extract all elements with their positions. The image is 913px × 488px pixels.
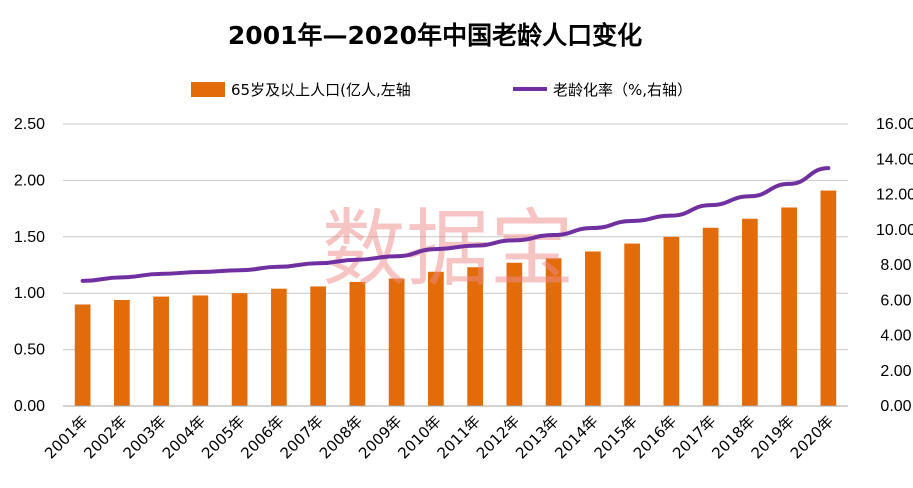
x-tick-label: 2008年	[316, 412, 366, 462]
bar	[467, 267, 483, 406]
x-tick-label: 2012年	[473, 412, 523, 462]
bar	[820, 190, 837, 406]
bar	[428, 271, 444, 406]
bar	[114, 299, 130, 406]
x-tick-label: 2003年	[120, 412, 170, 462]
bar	[781, 207, 797, 406]
legend-bar-swatch	[191, 82, 225, 97]
left-tick-label: 2.50	[14, 116, 45, 133]
x-tick-label: 2001年	[41, 412, 91, 462]
right-axis-ticks: 0.00 2.00 4.00 6.00 8.00 10.00 12.00 14.00 16.00	[876, 116, 913, 415]
bar	[153, 296, 169, 406]
right-tick-label: 16.00	[876, 116, 913, 133]
x-tick-label: 2015年	[591, 412, 641, 462]
x-tick-label: 2013年	[512, 412, 562, 462]
bar	[702, 227, 719, 406]
x-tick-label: 2017年	[669, 412, 719, 462]
x-tick-label: 2007年	[277, 412, 327, 462]
right-tick-label: 8.00	[880, 257, 911, 274]
bar	[585, 251, 601, 406]
left-axis-ticks: 0.00 0.50 1.00 1.50 2.00 2.50	[14, 116, 45, 415]
x-tick-label: 2009年	[355, 412, 405, 462]
left-tick-label: 0.50	[14, 342, 45, 359]
bar	[74, 304, 91, 406]
x-tick-label: 2004年	[159, 412, 209, 462]
bar	[349, 281, 366, 406]
left-tick-label: 2.00	[14, 172, 45, 189]
x-axis-ticks: 2001年2002年2003年2004年2005年2006年2007年2008年…	[41, 412, 837, 462]
x-tick-label: 2018年	[708, 412, 758, 462]
right-tick-label: 12.00	[876, 187, 913, 204]
series-line	[80, 166, 831, 283]
legend-line-label: 老龄化率（%,右轴）	[553, 81, 692, 99]
x-tick-label: 2014年	[551, 412, 601, 462]
right-tick-label: 10.00	[876, 222, 913, 239]
bar-series	[74, 190, 837, 406]
bar	[192, 295, 209, 406]
left-tick-label: 0.00	[14, 398, 45, 415]
right-tick-label: 2.00	[880, 363, 911, 380]
legend: 65岁及以上人口(亿人,左轴 老龄化率（%,右轴）	[191, 81, 692, 99]
x-tick-label: 2002年	[80, 412, 130, 462]
right-tick-label: 0.00	[880, 398, 911, 415]
x-tick-label: 2020年	[787, 412, 837, 462]
x-tick-label: 2005年	[198, 412, 248, 462]
legend-bar-label: 65岁及以上人口(亿人,左轴	[231, 81, 411, 99]
bar	[624, 243, 640, 406]
bar	[545, 258, 562, 406]
left-tick-label: 1.50	[14, 229, 45, 246]
bar	[231, 293, 248, 406]
x-tick-label: 2006年	[237, 412, 287, 462]
left-tick-label: 1.00	[14, 285, 45, 302]
bar	[506, 262, 523, 406]
x-tick-label: 2016年	[630, 412, 680, 462]
bar	[663, 236, 680, 406]
bar	[388, 278, 405, 406]
chart-title: 2001年—2020年中国老龄人口变化	[228, 21, 642, 50]
right-tick-label: 6.00	[880, 292, 911, 309]
bar	[310, 286, 326, 406]
x-tick-label: 2019年	[748, 412, 798, 462]
right-tick-label: 4.00	[880, 328, 911, 345]
line-series	[80, 166, 831, 283]
x-tick-label: 2010年	[394, 412, 444, 462]
bar	[271, 288, 287, 406]
right-tick-label: 14.00	[876, 151, 913, 168]
x-tick-label: 2011年	[434, 412, 484, 462]
bar	[742, 218, 758, 406]
